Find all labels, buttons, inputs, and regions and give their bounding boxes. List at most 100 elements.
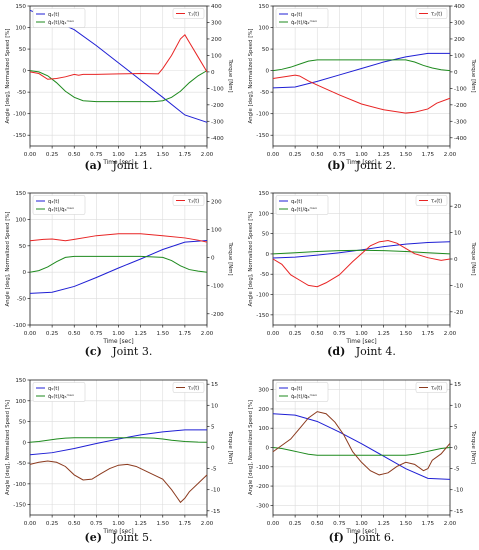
- x-tick-label: 1.75: [422, 331, 435, 337]
- y-left-tick-label: 150: [15, 4, 26, 10]
- caption-1: (a) Joint 1.: [19, 159, 219, 172]
- x-tick-label: 0.75: [333, 152, 346, 158]
- y-right-axis-label: Torque [Nm]: [227, 241, 233, 275]
- y-right-tick-label: -10: [454, 283, 464, 289]
- legend-right: τ₄(t): [415, 195, 448, 206]
- x-tick-label: 0.50: [68, 152, 81, 158]
- legend-left-box: [275, 195, 329, 215]
- legend-left: q₃(t) q̇₃(t)/q̇₃ᵐᵃˣ: [32, 195, 86, 215]
- legend-speed-label: q̇₆(t)/q̇₆ᵐᵃˣ: [291, 394, 318, 400]
- caption-tag: (e): [84, 531, 102, 544]
- y-right-tick-label: 10: [454, 403, 462, 409]
- x-tick-label: 0.50: [68, 521, 81, 527]
- chart-panel-3: 0.00 0.25 0.50 0.75 1.00 1.25 1.50 1.75 2.00 -100…: [5, 191, 233, 345]
- x-tick-label: 0.50: [311, 331, 324, 337]
- legend-speed-label: q̇₃(t)/q̇₃ᵐᵃˣ: [48, 207, 75, 213]
- chart-panel-2: 0.00 0.25 0.50 0.75 1.00 1.25 1.50 1.75 2.00 -150…: [248, 4, 476, 166]
- y-right-tick-label: 15: [454, 382, 462, 388]
- y-left-tick-label: -100: [13, 482, 26, 488]
- series-torque-line: [29, 460, 208, 504]
- y-left-axis-label: Angle [deg], Normalized Speed [%]: [5, 28, 11, 123]
- y-right-tick-label: -300: [454, 119, 467, 125]
- y-right-tick-label: 200: [211, 37, 222, 43]
- series-speed-line: [29, 70, 208, 103]
- series-speed-line: [29, 437, 208, 443]
- x-tick-label: 0.25: [46, 152, 59, 158]
- legend-left-box: [32, 195, 86, 215]
- series-position-line: [29, 240, 208, 294]
- y-right-tick-label: 400: [211, 4, 222, 10]
- legend-right-box: [415, 382, 448, 393]
- y-left-tick-label: 150: [258, 191, 269, 197]
- legend-right: τ₅(t): [172, 382, 205, 393]
- legend-position-label: q₂(t): [291, 12, 302, 18]
- y-right-tick-label: -15: [211, 509, 221, 515]
- x-tick-label: 2.00: [201, 331, 214, 337]
- x-tick-label: 1.00: [112, 521, 125, 527]
- y-left-tick-label: -100: [256, 465, 269, 471]
- series-torque-line: [29, 233, 208, 243]
- y-right-tick-label: 100: [454, 53, 465, 59]
- y-left-tick-label: 100: [15, 26, 26, 32]
- chart-panel-5: 0.00 0.25 0.50 0.75 1.00 1.25 1.50 1.75 2.00-150…: [5, 378, 233, 535]
- y-left-tick-label: 50: [262, 47, 270, 53]
- caption-tag: (b): [327, 159, 346, 172]
- legend-position-label: q₄(t): [291, 199, 302, 205]
- x-axis-label: Time [sec]: [345, 529, 376, 535]
- x-tick-label: 0.00: [267, 331, 280, 337]
- x-tick-label: 1.25: [134, 331, 147, 337]
- y-right-tick-label: 0: [211, 256, 215, 262]
- legend-left: q₅(t) q̇₅(t)/q̇₅ᵐᵃˣ: [32, 382, 86, 402]
- y-right-tick-label: -200: [454, 103, 467, 109]
- caption-text: Joint 2.: [345, 159, 396, 172]
- x-tick-label: 1.00: [355, 331, 368, 337]
- y-right-tick-label: 300: [454, 20, 465, 26]
- legend-right: τ₃(t): [172, 195, 205, 206]
- y-left-tick-label: 0: [22, 270, 26, 276]
- x-tick-label: 2.00: [444, 152, 457, 158]
- caption-text: Joint 4.: [345, 345, 396, 358]
- y-left-tick-label: 50: [19, 244, 27, 250]
- y-left-tick-label: 200: [258, 407, 269, 413]
- x-tick-label: 1.00: [112, 152, 125, 158]
- series-torque-line: [272, 240, 451, 288]
- x-tick-label: 1.25: [134, 152, 147, 158]
- y-right-tick-label: 200: [211, 199, 222, 205]
- x-tick-label: 1.00: [355, 152, 368, 158]
- x-tick-label: 0.75: [333, 521, 346, 527]
- y-left-tick-label: 50: [262, 232, 270, 238]
- chart-panel-1: 0.00 0.25 0.50 0.75 1.00 1.25 1.50 1.75 2.00 -150…: [5, 4, 233, 166]
- y-left-tick-label: -150: [256, 133, 269, 139]
- legend-left: q₄(t) q̇₄(t)/q̇₄ᵐᵃˣ: [275, 195, 329, 215]
- x-tick-label: 1.00: [112, 331, 125, 337]
- x-tick-label: 1.75: [422, 521, 435, 527]
- x-tick-label: 1.75: [179, 521, 192, 527]
- legend-position-label: q₅(t): [48, 386, 59, 392]
- y-left-tick-label: 0: [265, 69, 269, 75]
- legend-right-box: [172, 195, 205, 206]
- y-right-tick-label: -20: [454, 310, 464, 316]
- y-left-tick-label: 150: [15, 378, 26, 384]
- y-left-tick-label: 100: [258, 26, 269, 32]
- y-right-tick-label: -400: [454, 136, 467, 142]
- y-left-tick-label: -50: [260, 272, 270, 278]
- legend-position-label: q₃(t): [48, 199, 59, 205]
- y-left-tick-label: 100: [258, 426, 269, 432]
- series-speed-line: [272, 447, 451, 456]
- legend-torque-label: τ₅(t): [188, 386, 199, 392]
- x-tick-label: 1.50: [157, 331, 170, 337]
- x-tick-label: 0.75: [90, 152, 103, 158]
- series-speed-line: [272, 249, 451, 255]
- legend-speed-label: q̇₁(t)/q̇₁ᵐᵃˣ: [48, 20, 75, 26]
- x-tick-label: 1.50: [400, 152, 413, 158]
- y-right-tick-label: 10: [211, 403, 219, 409]
- series-speed-line: [29, 255, 208, 273]
- x-tick-label: 2.00: [444, 331, 457, 337]
- x-tick-label: 0.00: [24, 521, 37, 527]
- legend-left: q₆(t) q̇₆(t)/q̇₆ᵐᵃˣ: [275, 382, 329, 402]
- caption-text: Joint 6.: [343, 531, 395, 544]
- y-right-tick-label: 15: [211, 382, 219, 388]
- legend-left: q₁(t) q̇₁(t)/q̇₁ᵐᵃˣ: [32, 8, 86, 28]
- x-tick-label: 0.25: [289, 521, 302, 527]
